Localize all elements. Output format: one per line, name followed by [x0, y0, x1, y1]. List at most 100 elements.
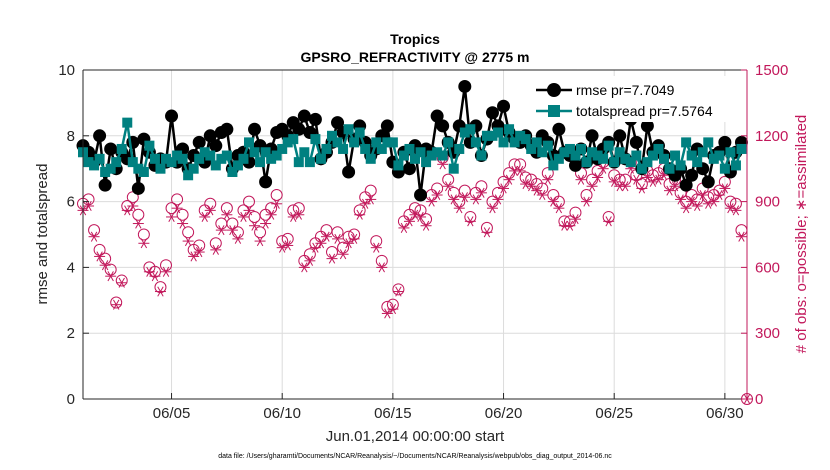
obs-assimilated-point: [237, 211, 249, 222]
totalspread-point: [670, 150, 681, 161]
obs-possible-point: [281, 232, 294, 245]
obs-assimilated-point: [531, 185, 543, 196]
rmse-point: [220, 122, 234, 136]
totalspread-point: [227, 166, 238, 177]
totalspread-point: [614, 147, 625, 158]
obs-assimilated-point: [730, 205, 742, 216]
totalspread-point: [509, 137, 520, 148]
totalspread-point: [736, 143, 747, 154]
totalspread-point: [155, 163, 166, 174]
totalspread-point: [94, 153, 105, 164]
totalspread-point: [288, 134, 299, 145]
obs-assimilated-point: [459, 192, 471, 203]
rmse-point: [679, 178, 693, 192]
series-layer: [76, 79, 753, 405]
rmse-point: [458, 79, 472, 93]
rmse-point: [308, 112, 322, 126]
legend-rmse-marker: [547, 83, 561, 97]
obs-possible-point: [226, 217, 239, 230]
totalspread-point: [144, 140, 155, 151]
totalspread-point: [116, 143, 127, 154]
obs-possible-point: [558, 215, 571, 228]
obs-assimilated-point: [547, 196, 559, 207]
obs-possible-point: [353, 204, 366, 217]
totalspread-point: [542, 140, 553, 151]
obs-assimilated-point: [652, 174, 664, 185]
obs-possible-point: [220, 202, 233, 215]
obs-assimilated-point: [337, 249, 349, 260]
obs-assimilated-point: [420, 220, 432, 231]
obs-assimilated-point: [149, 271, 161, 282]
obs-assimilated-point: [381, 308, 393, 319]
obs-assimilated-point: [127, 200, 139, 212]
totalspread-point: [371, 137, 382, 148]
obs-assimilated-point: [686, 196, 698, 207]
obs-assimilated-point: [287, 211, 299, 222]
totalspread-point: [354, 127, 365, 138]
obs-assimilated-point: [426, 196, 438, 207]
obs-possible-point: [115, 274, 128, 287]
totalspread-point: [719, 163, 730, 174]
totalspread-point: [603, 140, 614, 151]
obs-assimilated-point: [448, 194, 460, 205]
obs-assimilated-point: [99, 260, 111, 271]
totalspread-point: [432, 147, 443, 158]
totalspread-point: [111, 157, 122, 168]
obs-assimilated-point: [514, 165, 526, 176]
totalspread-point: [404, 143, 415, 154]
rmse-point: [402, 162, 416, 176]
obs-assimilated-point: [453, 203, 465, 214]
obs-assimilated-point: [199, 211, 211, 222]
y-tick-right-label: 600: [755, 259, 780, 276]
totalspread-point: [493, 127, 503, 138]
obs-possible-point: [613, 173, 626, 186]
obs-assimilated-point: [520, 179, 532, 190]
obs-assimilated-point: [282, 240, 294, 251]
rmse-point: [203, 129, 217, 143]
obs-assimilated-point: [370, 242, 382, 253]
totalspread-point: [244, 137, 254, 148]
totalspread-point: [249, 147, 260, 158]
obs-possible-point: [497, 175, 510, 188]
legend-spread-marker: [548, 105, 560, 117]
totalspread-point: [730, 160, 741, 171]
totalspread-point: [188, 163, 199, 174]
x-tick-label: 06/15: [374, 405, 412, 422]
rmse-point: [165, 109, 179, 123]
obs-assimilated-point: [221, 209, 233, 220]
totalspread-point: [465, 124, 476, 135]
obs-possible-point: [729, 197, 742, 210]
obs-possible-point: [176, 208, 189, 221]
totalspread-point: [365, 153, 376, 164]
totalspread-point: [647, 150, 658, 161]
obs-assimilated-point: [376, 262, 388, 273]
totalspread-point: [232, 160, 243, 171]
rmse-point: [629, 135, 643, 149]
totalspread-point: [459, 127, 470, 138]
totalspread-point: [260, 147, 271, 158]
obs-possible-point: [503, 167, 516, 180]
obs-possible-point: [110, 296, 123, 309]
obs-possible-point: [182, 226, 195, 239]
totalspread-point: [487, 130, 498, 141]
totalspread-point: [238, 153, 249, 164]
obs-assimilated-point: [348, 233, 360, 244]
totalspread-point: [321, 143, 332, 154]
totalspread-point: [686, 150, 697, 161]
totalspread-point: [570, 150, 581, 161]
obs-possible-point: [370, 235, 383, 248]
totalspread-point: [476, 150, 487, 161]
footnote: data file: /Users/gharamti/Documents/NCA…: [218, 453, 612, 460]
obs-assimilated-point: [647, 176, 659, 187]
obs-possible-point: [420, 213, 433, 226]
totalspread-point: [564, 143, 575, 154]
obs-assimilated-point: [724, 203, 736, 214]
totalspread-point: [310, 134, 321, 145]
obs-possible-point: [718, 175, 731, 188]
obs-possible-point: [464, 210, 477, 223]
obs-assimilated-point: [254, 236, 266, 247]
totalspread-point: [470, 137, 481, 148]
totalspread-point: [83, 157, 94, 168]
totalspread-point: [681, 137, 692, 148]
totalspread-point: [664, 163, 675, 174]
